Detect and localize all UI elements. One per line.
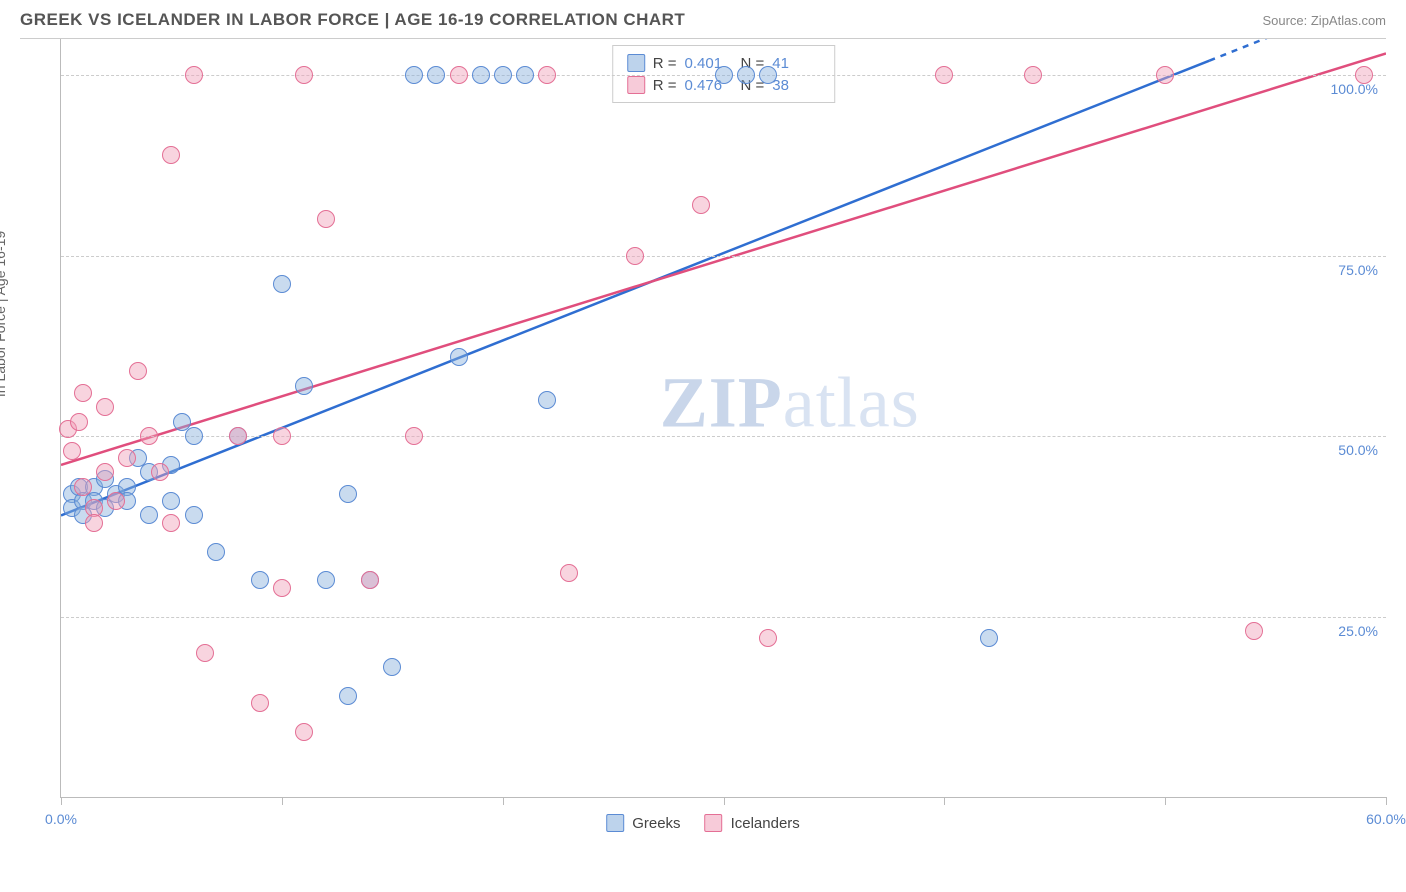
gridline-h (61, 436, 1386, 437)
x-tick-label: 0.0% (45, 811, 77, 827)
legend-item-greeks: Greeks (606, 814, 680, 832)
y-axis-label: In Labor Force | Age 16-19 (0, 230, 8, 396)
scatter-point (715, 66, 733, 84)
y-tick-label: 75.0% (1338, 262, 1378, 278)
scatter-point (1355, 66, 1373, 84)
scatter-point (295, 66, 313, 84)
x-tick (1165, 797, 1166, 805)
scatter-point (317, 571, 335, 589)
scatter-point (229, 427, 247, 445)
scatter-point (63, 442, 81, 460)
scatter-point (74, 384, 92, 402)
scatter-point (538, 66, 556, 84)
scatter-point (1024, 66, 1042, 84)
scatter-point (339, 687, 357, 705)
scatter-point (129, 362, 147, 380)
scatter-point (450, 66, 468, 84)
scatter-point (405, 66, 423, 84)
plot-area: ZIPatlas R = 0.401 N = 41 R = 0.476 N = … (60, 39, 1386, 798)
x-tick (944, 797, 945, 805)
scatter-point (185, 66, 203, 84)
scatter-point (96, 398, 114, 416)
scatter-point (196, 644, 214, 662)
swatch-greeks-icon (627, 54, 645, 72)
x-tick (1386, 797, 1387, 805)
scatter-point (935, 66, 953, 84)
legend-item-icelanders: Icelanders (705, 814, 800, 832)
y-tick-label: 50.0% (1338, 442, 1378, 458)
chart-container: In Labor Force | Age 16-19 ZIPatlas R = … (20, 38, 1386, 838)
trend-line-dashed (1209, 39, 1293, 61)
trend-line (61, 53, 1386, 464)
y-tick-label: 100.0% (1331, 81, 1378, 97)
scatter-point (405, 427, 423, 445)
scatter-point (207, 543, 225, 561)
scatter-point (494, 66, 512, 84)
scatter-point (1245, 622, 1263, 640)
scatter-point (273, 275, 291, 293)
scatter-point (70, 413, 88, 431)
scatter-point (980, 629, 998, 647)
scatter-point (185, 506, 203, 524)
scatter-point (140, 427, 158, 445)
scatter-point (295, 723, 313, 741)
scatter-point (118, 449, 136, 467)
scatter-point (151, 463, 169, 481)
scatter-point (295, 377, 313, 395)
scatter-point (692, 196, 710, 214)
scatter-point (273, 579, 291, 597)
scatter-point (251, 694, 269, 712)
scatter-point (85, 514, 103, 532)
x-tick (724, 797, 725, 805)
y-tick-label: 25.0% (1338, 623, 1378, 639)
x-tick (61, 797, 62, 805)
scatter-point (107, 492, 125, 510)
swatch-icelanders-icon (705, 814, 723, 832)
scatter-point (140, 506, 158, 524)
scatter-point (737, 66, 755, 84)
gridline-h (61, 617, 1386, 618)
scatter-point (560, 564, 578, 582)
scatter-point (759, 66, 777, 84)
scatter-point (626, 247, 644, 265)
scatter-point (162, 514, 180, 532)
scatter-point (339, 485, 357, 503)
scatter-point (450, 348, 468, 366)
scatter-point (472, 66, 490, 84)
x-tick (503, 797, 504, 805)
scatter-point (162, 492, 180, 510)
trend-line (61, 61, 1209, 516)
scatter-point (427, 66, 445, 84)
scatter-point (361, 571, 379, 589)
scatter-point (162, 146, 180, 164)
swatch-greeks-icon (606, 814, 624, 832)
scatter-point (251, 571, 269, 589)
scatter-point (538, 391, 556, 409)
scatter-point (759, 629, 777, 647)
watermark: ZIPatlas (660, 361, 920, 444)
scatter-point (185, 427, 203, 445)
swatch-icelanders-icon (627, 76, 645, 94)
trend-lines (61, 39, 1386, 797)
gridline-h (61, 256, 1386, 257)
scatter-point (96, 463, 114, 481)
chart-title: GREEK VS ICELANDER IN LABOR FORCE | AGE … (20, 10, 685, 30)
scatter-point (273, 427, 291, 445)
scatter-point (74, 478, 92, 496)
legend-series: Greeks Icelanders (606, 814, 800, 832)
x-tick (282, 797, 283, 805)
source-label: Source: ZipAtlas.com (1262, 13, 1386, 28)
x-tick-label: 60.0% (1366, 811, 1406, 827)
scatter-point (317, 210, 335, 228)
scatter-point (1156, 66, 1174, 84)
scatter-point (516, 66, 534, 84)
chart-header: GREEK VS ICELANDER IN LABOR FORCE | AGE … (0, 0, 1406, 38)
scatter-point (383, 658, 401, 676)
